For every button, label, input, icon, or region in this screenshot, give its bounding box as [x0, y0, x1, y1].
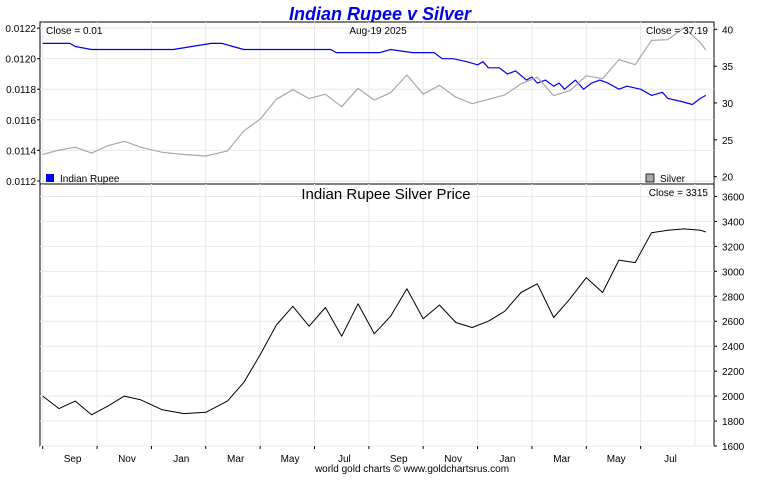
top-right-tick-label: 35: [722, 62, 734, 73]
x-tick-label: Jan: [173, 454, 189, 465]
bottom-series: [42, 228, 706, 416]
legend-rupee-label: Indian Rupee: [60, 174, 120, 185]
bottom-panel-frame: [39, 183, 715, 447]
bottom-y-tick-label: 2200: [722, 367, 745, 378]
top-right-tick-label: 40: [722, 25, 734, 36]
bottom-panel: 1600 1800 2000 2200 2400 2600 2800 3000 3200 3400…: [39, 183, 745, 465]
x-tick-label: Sep: [64, 454, 82, 465]
x-tick-label: Nov: [118, 454, 136, 465]
bottom-y-axis: 1600 1800 2000 2200 2400 2600 2800 3000 3200 3400…: [714, 192, 745, 453]
x-tick-label: Jul: [664, 454, 677, 465]
footer-credit: world gold charts © www.goldchartsrus.co…: [314, 464, 509, 475]
top-series: [42, 27, 707, 157]
x-axis: Sep Nov Jan Mar May Jul Sep Nov Jan Mar May Jul: [42, 446, 677, 465]
top-left-axis: 0.0112 0.0114 0.0116 0.0118 0.0120 0.0122: [5, 24, 40, 188]
x-tick-label: Jan: [499, 454, 515, 465]
bottom-y-tick-label: 3600: [722, 192, 745, 203]
bottom-grid: [40, 184, 714, 447]
bottom-title: Indian Rupee Silver Price: [301, 186, 470, 203]
bottom-header-right: Close = 3315: [649, 188, 709, 199]
legend-rupee-swatch: [46, 174, 54, 182]
top-left-tick-label: 0.0118: [6, 85, 36, 96]
bottom-y-tick-label: 3000: [722, 267, 745, 278]
top-left-tick-label: 0.0120: [5, 55, 36, 66]
x-tick-label: May: [281, 454, 300, 465]
bottom-y-tick-label: 2600: [722, 317, 745, 328]
top-right-tick-label: 20: [722, 173, 734, 184]
top-left-tick-label: 0.0112: [6, 177, 36, 188]
top-panel-frame: [39, 21, 715, 185]
x-tick-label: Sep: [390, 454, 408, 465]
bottom-y-tick-label: 2800: [722, 292, 745, 303]
top-header-center: Aug-19 2025: [349, 26, 407, 37]
bottom-y-tick-label: 1800: [722, 417, 745, 428]
bottom-y-tick-label: 3200: [722, 242, 745, 253]
x-tick-label: Mar: [227, 454, 245, 465]
bottom-y-tick-label: 2400: [722, 342, 745, 353]
x-tick-label: Mar: [553, 454, 571, 465]
page-title: Indian Rupee v Silver: [289, 4, 472, 24]
top-header-right: Close = 37.19: [646, 26, 708, 37]
top-header-left: Close = 0.01: [46, 26, 103, 37]
top-right-tick-label: 25: [722, 136, 734, 147]
silver-price-line: [42, 228, 706, 416]
top-left-tick-label: 0.0114: [6, 146, 36, 157]
top-right-axis: 20 25 30 35 40: [714, 25, 734, 184]
bottom-y-tick-label: 1600: [722, 442, 745, 453]
x-tick-label: May: [607, 454, 626, 465]
top-left-tick-label: 0.0116: [6, 116, 36, 127]
legend-silver-label: Silver: [660, 174, 686, 185]
x-tick-label: Jul: [338, 454, 351, 465]
top-right-tick-label: 30: [722, 99, 734, 110]
x-tick-label: Nov: [444, 454, 462, 465]
legend-silver-swatch: [645, 173, 655, 183]
bottom-y-tick-label: 3400: [722, 217, 745, 228]
silver-series-line: [42, 27, 707, 157]
rupee-series-line: [42, 42, 707, 106]
bottom-y-tick-label: 2000: [722, 392, 745, 403]
top-left-tick-label: 0.0122: [5, 24, 36, 35]
